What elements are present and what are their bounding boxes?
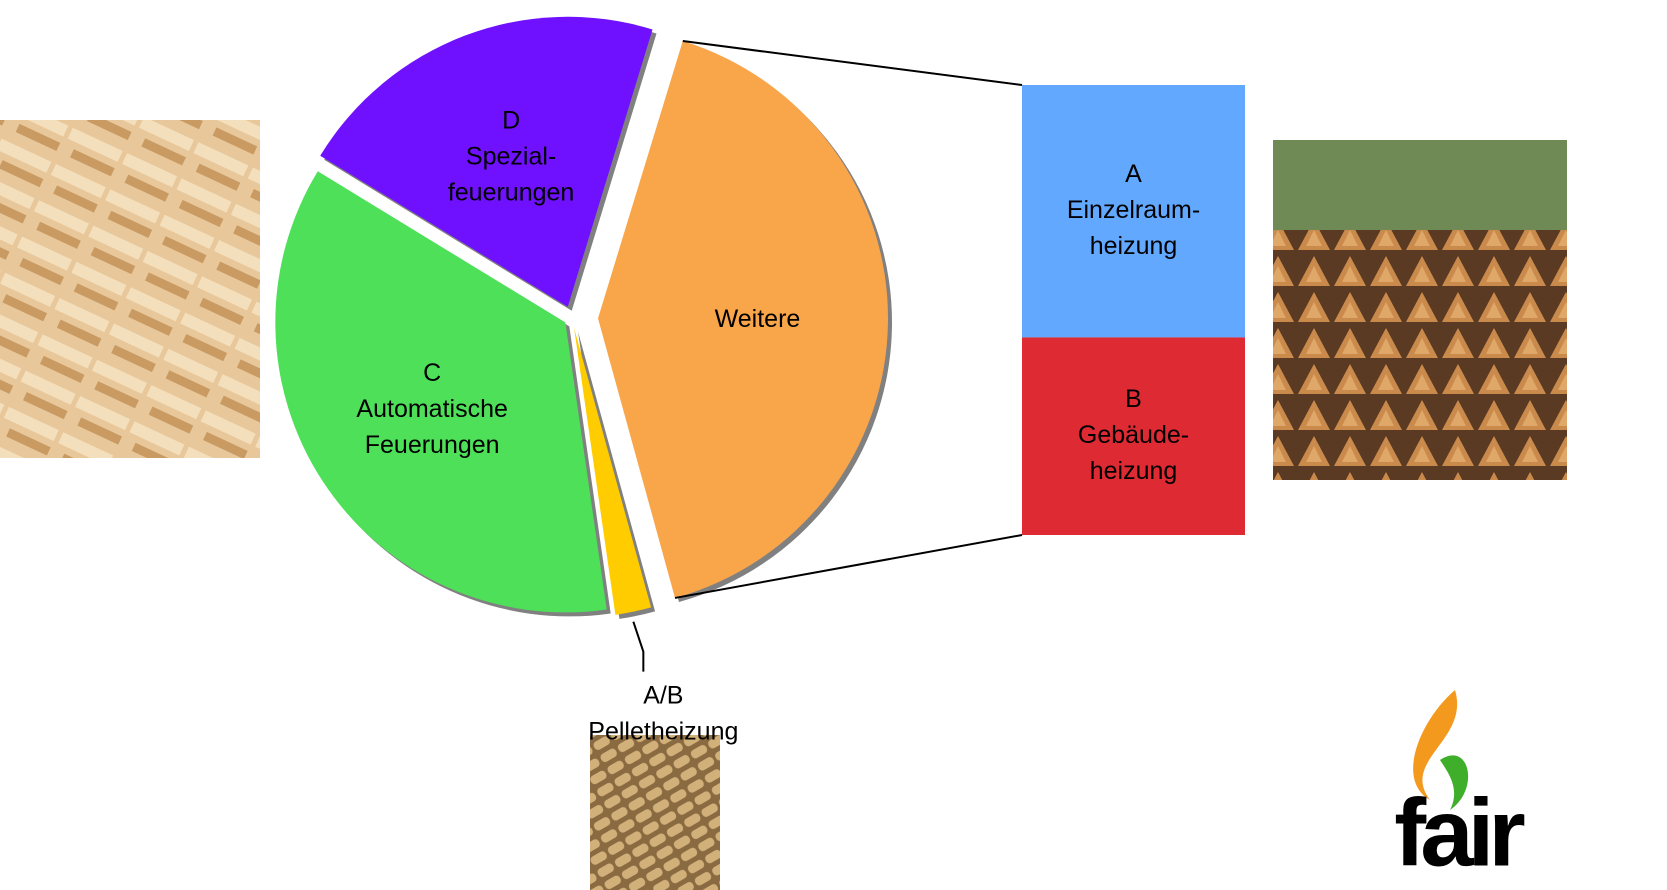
pellets-photo — [590, 735, 720, 890]
slice-label: A/B — [643, 681, 683, 709]
bar-label: heizung — [1090, 232, 1178, 260]
bar-label: A — [1125, 160, 1142, 188]
page: {"chart_data": {"type": "pie", "categori… — [0, 0, 1667, 890]
logo-text: fair — [1394, 779, 1524, 886]
slice-label: C — [423, 359, 441, 387]
slice-label: Feuerungen — [365, 431, 500, 459]
slice-label: Weitere — [715, 305, 801, 333]
bar-label: Einzelraum- — [1067, 196, 1200, 224]
bar-label: B — [1125, 385, 1142, 413]
slice-label: feuerungen — [448, 178, 575, 206]
slice-label: Pelletheizung — [588, 717, 738, 745]
bar-label: Gebäude- — [1078, 421, 1189, 449]
chart: fair Weitere A/B Pelletheizung C Automatisch… — [0, 0, 1667, 890]
slice-label: Spezial- — [466, 142, 556, 170]
firewood-photo — [1273, 230, 1567, 480]
slice-label: D — [502, 106, 520, 134]
leader-line — [633, 622, 643, 672]
slice-label: Automatische — [356, 395, 507, 423]
wood-chips-photo — [0, 120, 260, 458]
bar-label: heizung — [1090, 457, 1178, 485]
logo: fair — [1394, 690, 1524, 886]
